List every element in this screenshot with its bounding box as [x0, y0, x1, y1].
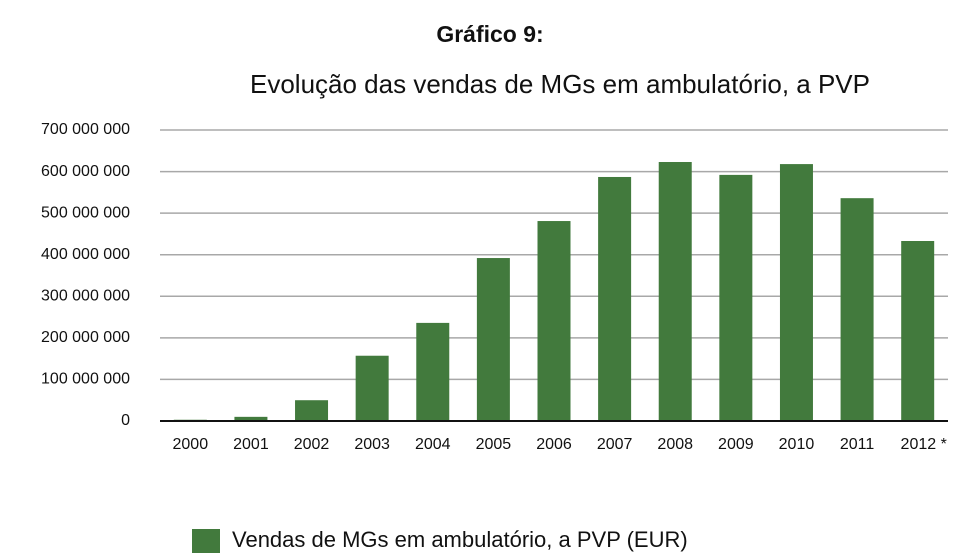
x-tick-label: 2005 — [476, 436, 512, 453]
y-tick-label: 300 000 000 — [41, 288, 130, 305]
x-tick-label: 2010 — [779, 436, 815, 453]
y-tick-label: 700 000 000 — [41, 121, 130, 138]
x-tick-label: 2002 — [294, 436, 330, 453]
bar — [598, 176, 632, 421]
x-tick-label: 2006 — [536, 436, 572, 453]
x-tick-label: 2000 — [173, 436, 209, 453]
x-tick-label: 2008 — [657, 436, 693, 453]
chart-subtitle: Evolução das vendas de MGs em ambulatóri… — [250, 69, 870, 99]
bar — [537, 221, 571, 421]
y-tick-label: 200 000 000 — [41, 329, 130, 346]
bar — [779, 164, 813, 422]
bar — [901, 240, 935, 421]
x-tick-label: 2009 — [718, 436, 754, 453]
bar — [476, 258, 510, 421]
bar — [234, 416, 268, 421]
y-tick-label: 0 — [121, 412, 130, 429]
bar — [416, 322, 450, 421]
x-tick-label: 2001 — [233, 436, 269, 453]
x-tick-label: 2011 — [840, 436, 875, 453]
bar — [355, 355, 389, 421]
bar — [658, 162, 692, 421]
legend-label: Vendas de MGs em ambulatório, a PVP (EUR… — [232, 527, 688, 552]
x-tick-label: 2012 * — [901, 436, 947, 453]
bar — [719, 174, 753, 421]
legend-swatch — [192, 529, 220, 553]
x-tick-label: 2004 — [415, 436, 451, 453]
x-tick-label: 2003 — [354, 436, 390, 453]
bar — [840, 198, 874, 421]
y-tick-label: 100 000 000 — [41, 371, 130, 388]
y-tick-label: 500 000 000 — [41, 204, 130, 221]
bar — [295, 400, 329, 421]
x-tick-label: 2007 — [597, 436, 633, 453]
chart-title: Gráfico 9: — [436, 21, 543, 47]
y-tick-label: 400 000 000 — [41, 246, 130, 263]
y-tick-label: 600 000 000 — [41, 163, 130, 180]
